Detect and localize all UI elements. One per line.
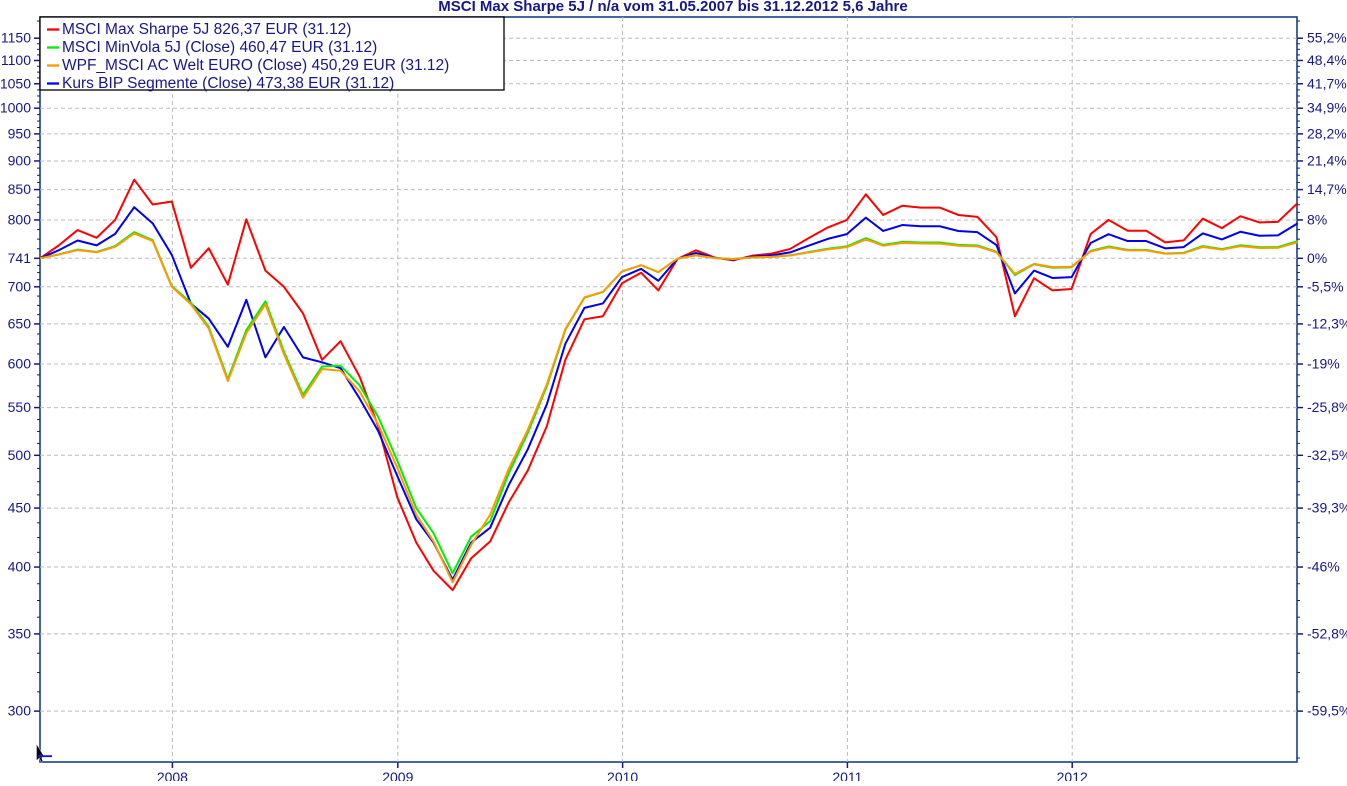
svg-text:14,7%: 14,7% <box>1307 181 1347 197</box>
svg-text:-46%: -46% <box>1307 559 1340 575</box>
svg-text:-39,3%: -39,3% <box>1307 500 1347 516</box>
svg-text:700: 700 <box>8 278 32 294</box>
svg-text:400: 400 <box>8 559 32 575</box>
svg-text:0%: 0% <box>1307 250 1327 266</box>
svg-text:800: 800 <box>8 211 32 227</box>
svg-text:900: 900 <box>8 152 32 168</box>
svg-text:-19%: -19% <box>1307 356 1340 372</box>
svg-text:Kurs BIP Segmente (Close) 473,: Kurs BIP Segmente (Close) 473,38 EUR (31… <box>62 75 394 92</box>
svg-text:21,4%: 21,4% <box>1307 152 1347 168</box>
svg-text:2008: 2008 <box>157 769 188 781</box>
svg-text:550: 550 <box>8 399 32 415</box>
svg-text:2009: 2009 <box>382 769 413 781</box>
svg-text:WPF_MSCI AC Welt EURO (Close): WPF_MSCI AC Welt EURO (Close) 450,29 EUR… <box>62 57 449 74</box>
svg-text:MSCI MinVola 5J (Close) 460,47: MSCI MinVola 5J (Close) 460,47 EUR (31.1… <box>62 39 377 56</box>
svg-text:34,9%: 34,9% <box>1307 100 1347 116</box>
svg-text:2012: 2012 <box>1057 769 1088 781</box>
svg-text:-32,5%: -32,5% <box>1307 447 1347 463</box>
svg-text:-12,3%: -12,3% <box>1307 315 1347 331</box>
svg-text:28,2%: 28,2% <box>1307 125 1347 141</box>
svg-text:2011: 2011 <box>832 769 862 781</box>
svg-text:300: 300 <box>8 703 32 719</box>
svg-text:650: 650 <box>8 315 32 331</box>
svg-text:741: 741 <box>8 250 32 266</box>
svg-text:-59,5%: -59,5% <box>1307 703 1347 719</box>
svg-text:-5,5%: -5,5% <box>1307 278 1344 294</box>
svg-text:8%: 8% <box>1307 211 1327 227</box>
svg-text:MSCI Max Sharpe 5J 826,37 EUR: MSCI Max Sharpe 5J 826,37 EUR (31.12) <box>62 21 351 38</box>
svg-text:48,4%: 48,4% <box>1307 52 1347 68</box>
svg-text:950: 950 <box>8 125 32 141</box>
svg-text:450: 450 <box>8 500 32 516</box>
svg-text:-52,8%: -52,8% <box>1307 625 1347 641</box>
svg-text:1050: 1050 <box>0 75 31 91</box>
svg-text:41,7%: 41,7% <box>1307 75 1347 91</box>
svg-text:2010: 2010 <box>607 769 638 781</box>
svg-text:350: 350 <box>8 625 32 641</box>
svg-text:850: 850 <box>8 181 32 197</box>
svg-text:600: 600 <box>8 356 32 372</box>
svg-text:1100: 1100 <box>1 52 31 68</box>
svg-text:500: 500 <box>8 447 32 463</box>
svg-text:55,2%: 55,2% <box>1307 30 1347 46</box>
svg-text:MSCI Max Sharpe 5J / n/a vom 3: MSCI Max Sharpe 5J / n/a vom 31.05.2007 … <box>438 0 907 15</box>
svg-text:1150: 1150 <box>1 30 31 46</box>
svg-text:1000: 1000 <box>0 100 31 116</box>
svg-text:-25,8%: -25,8% <box>1307 399 1347 415</box>
